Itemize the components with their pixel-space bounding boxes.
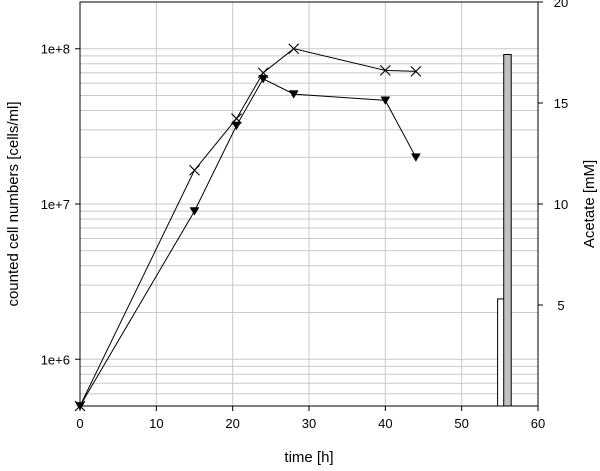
- x-tick-label: 30: [302, 416, 316, 431]
- series-1-point: [410, 65, 422, 77]
- y2-tick-label: 5: [557, 298, 564, 313]
- series-2-point: [288, 90, 299, 99]
- series-1-point: [379, 65, 391, 76]
- y-tick-label: 1e+8: [41, 42, 70, 57]
- series: [74, 43, 422, 412]
- series-2-point: [258, 74, 269, 84]
- series-1-point: [288, 43, 300, 55]
- acetate-bar-2: [503, 54, 512, 407]
- y-tick-label: 1e+6: [41, 352, 70, 367]
- series-2-point: [189, 207, 200, 216]
- x-tick-label: 60: [531, 416, 545, 431]
- acetate-bars: [497, 54, 512, 407]
- y2-tick-label: 15: [554, 96, 568, 111]
- x-tick-label: 20: [225, 416, 239, 431]
- series-2-point: [231, 121, 242, 131]
- series-2-point: [380, 96, 391, 105]
- grid: [79, 1, 539, 407]
- x-axis-title: time [h]: [284, 449, 333, 466]
- y2-axis-title: Acetate [mM]: [581, 160, 598, 248]
- x-tick-label: 0: [76, 416, 83, 431]
- series-1-line: [79, 48, 416, 407]
- tick-labels: 0 10 20 30 40 50 60 1e+6 1e+7 1e+8 5 10 15 20: [41, 0, 569, 431]
- x-tick-label: 10: [149, 416, 163, 431]
- y-tick-label: 1e+7: [41, 197, 70, 212]
- y2-tick-label: 10: [554, 197, 568, 212]
- series-2-point: [410, 153, 421, 162]
- x-tick-label: 40: [378, 416, 392, 431]
- series-2: [75, 74, 421, 411]
- x-tick-label: 50: [454, 416, 468, 431]
- y2-tick-label: 20: [554, 0, 568, 10]
- y-axis-title: counted cell numbers [cells/ml]: [5, 101, 22, 306]
- series-2-line: [79, 78, 417, 407]
- series-1-point: [189, 164, 200, 176]
